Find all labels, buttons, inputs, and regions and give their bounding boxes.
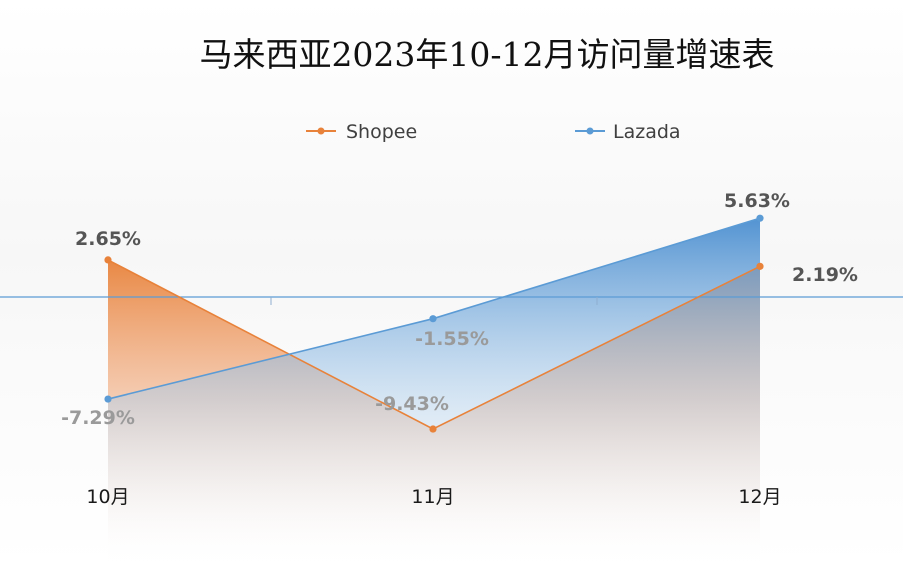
data-label-shopee-1: 2.65% [75, 228, 141, 250]
point-shopee-1 [104, 256, 112, 264]
x-tick-label-1: 10月 [86, 486, 129, 508]
legend-item-lazada: Lazada [575, 121, 681, 143]
data-label-lazada-2: -1.55% [415, 328, 489, 350]
legend-label-shopee: Shopee [346, 121, 417, 143]
x-tick-label-2: 11月 [411, 486, 454, 508]
point-lazada-1 [104, 395, 112, 403]
legend-marker-dot-lazada [586, 127, 594, 135]
legend-marker-dot-shopee [317, 127, 325, 135]
x-tick-label-3: 12月 [738, 486, 781, 508]
point-lazada-2 [429, 315, 437, 323]
legend-label-lazada: Lazada [613, 121, 681, 143]
plot-area: 2.65% -9.43% 2.19% -7.29% -1.55% 5.63% 10月 11月 1… [0, 190, 903, 565]
data-label-shopee-3: 2.19% [792, 264, 858, 286]
chart-title: 马来西亚2023年10-12月访问量增速表 [199, 35, 774, 74]
point-lazada-3 [756, 214, 764, 222]
data-label-lazada-1: -7.29% [61, 407, 135, 429]
legend-item-shopee: Shopee [306, 121, 417, 143]
data-label-shopee-2: -9.43% [375, 393, 449, 415]
point-shopee-2 [429, 425, 437, 433]
legend: Shopee Lazada [306, 121, 681, 143]
point-shopee-3 [756, 262, 764, 270]
data-label-lazada-3: 5.63% [724, 190, 790, 212]
